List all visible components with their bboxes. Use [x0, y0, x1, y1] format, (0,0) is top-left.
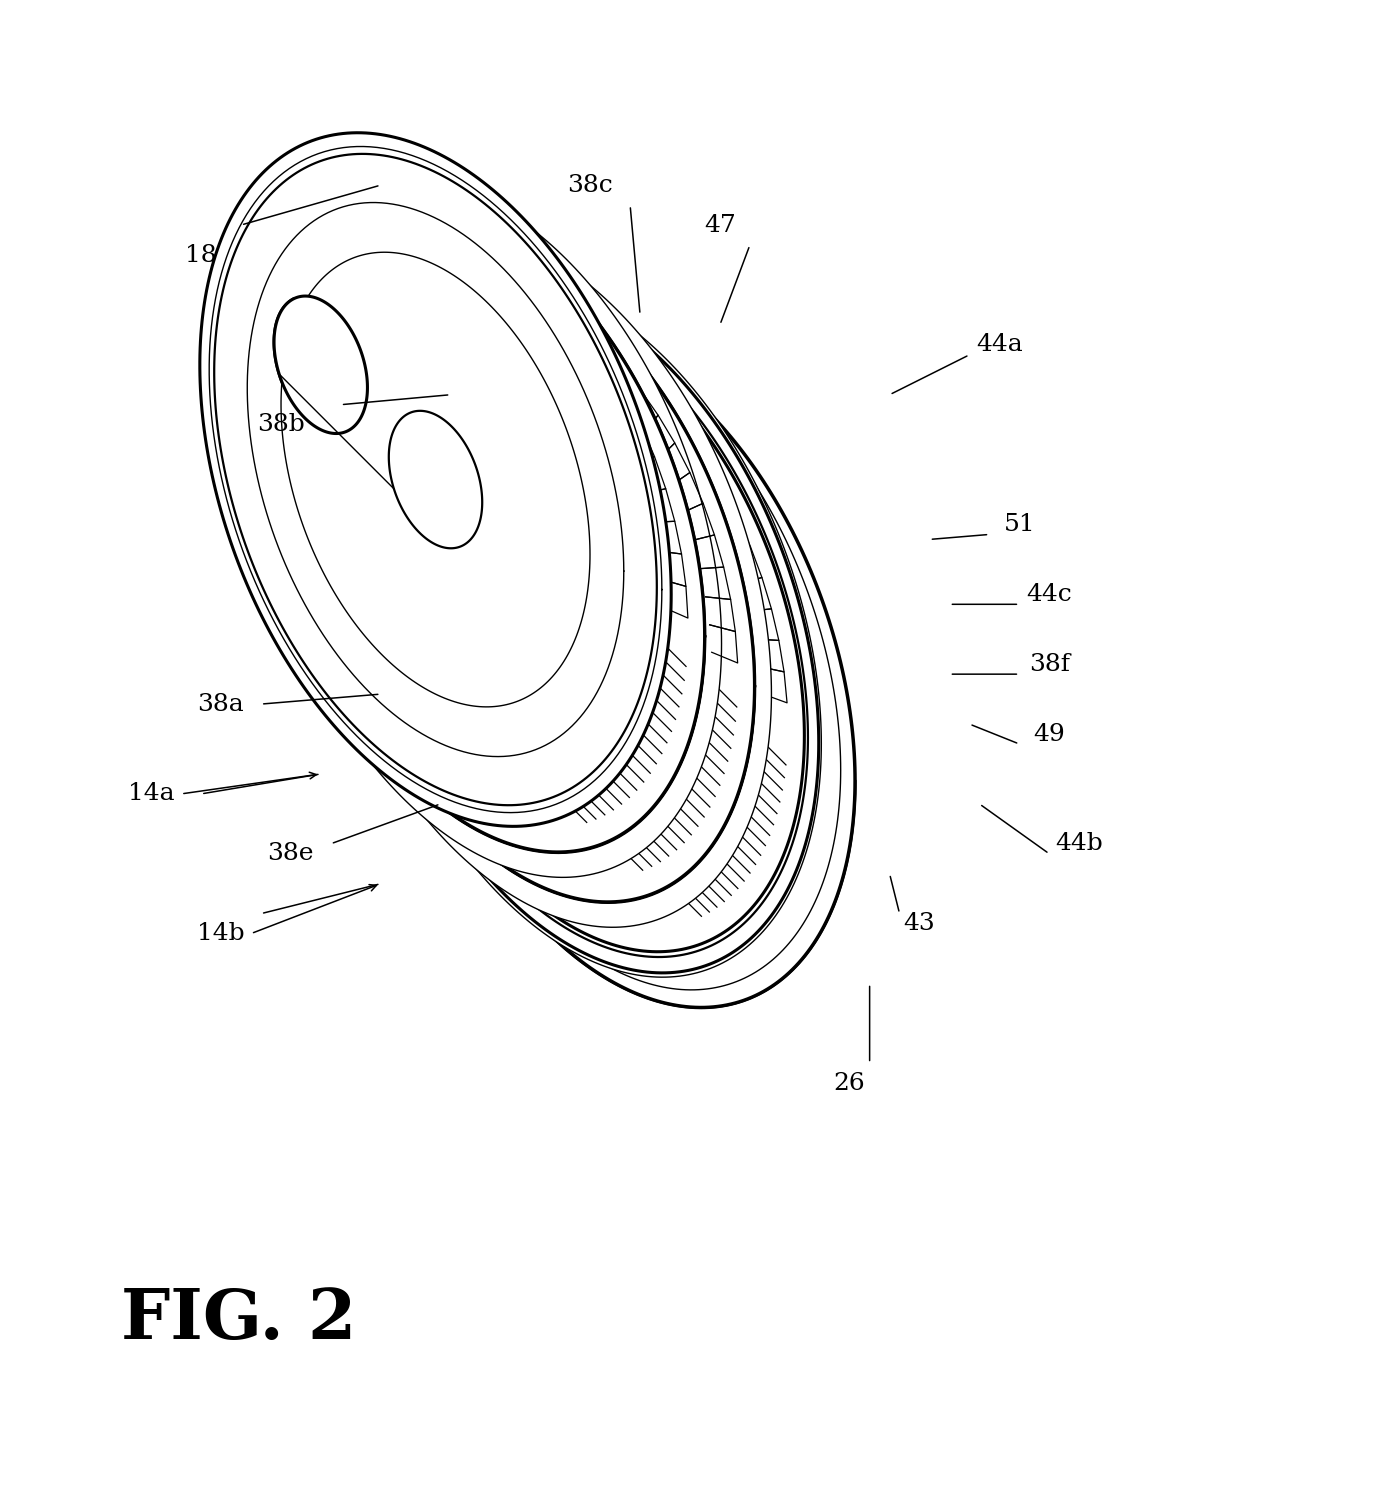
Polygon shape — [281, 253, 590, 707]
Polygon shape — [355, 517, 854, 1008]
Polygon shape — [395, 334, 841, 990]
Polygon shape — [316, 257, 754, 902]
Polygon shape — [216, 373, 705, 851]
Polygon shape — [292, 409, 629, 741]
Text: 38f: 38f — [1029, 653, 1069, 675]
Text: 14a: 14a — [128, 782, 175, 806]
Polygon shape — [341, 460, 678, 791]
Polygon shape — [297, 230, 772, 928]
Polygon shape — [274, 296, 367, 433]
Polygon shape — [267, 208, 705, 851]
Polygon shape — [347, 280, 821, 978]
Polygon shape — [274, 299, 480, 549]
Text: 18: 18 — [186, 244, 217, 266]
Polygon shape — [564, 579, 687, 760]
Polygon shape — [202, 135, 669, 823]
Polygon shape — [341, 281, 779, 926]
Polygon shape — [248, 179, 721, 877]
Polygon shape — [216, 156, 655, 802]
Text: 49: 49 — [1033, 722, 1065, 746]
Polygon shape — [566, 606, 819, 890]
Polygon shape — [200, 132, 671, 826]
Polygon shape — [288, 263, 583, 696]
Polygon shape — [556, 587, 614, 672]
Polygon shape — [355, 290, 815, 967]
Polygon shape — [266, 423, 754, 902]
Text: FIG. 2: FIG. 2 — [121, 1286, 356, 1352]
Polygon shape — [338, 278, 782, 929]
Polygon shape — [213, 325, 808, 957]
Polygon shape — [495, 498, 676, 761]
Text: 44c: 44c — [1026, 584, 1072, 606]
Polygon shape — [316, 472, 805, 952]
Text: 38b: 38b — [257, 414, 304, 436]
Polygon shape — [213, 152, 658, 808]
Polygon shape — [389, 411, 482, 549]
Polygon shape — [495, 520, 716, 802]
Polygon shape — [366, 307, 805, 952]
Polygon shape — [395, 373, 676, 785]
Polygon shape — [338, 496, 806, 955]
Polygon shape — [202, 271, 819, 973]
Text: 43: 43 — [904, 911, 936, 935]
Polygon shape — [215, 153, 656, 805]
Text: 14b: 14b — [197, 922, 245, 945]
Text: 44a: 44a — [976, 334, 1022, 356]
Polygon shape — [296, 274, 575, 686]
Polygon shape — [395, 331, 854, 1008]
Text: 38c: 38c — [567, 173, 614, 197]
Polygon shape — [535, 537, 716, 802]
Polygon shape — [345, 323, 626, 735]
Polygon shape — [345, 323, 626, 735]
Polygon shape — [444, 423, 725, 835]
Polygon shape — [267, 208, 705, 851]
Text: 47: 47 — [705, 214, 736, 236]
Polygon shape — [524, 540, 647, 719]
Text: 44b: 44b — [1055, 832, 1104, 856]
Polygon shape — [395, 373, 676, 785]
Polygon shape — [566, 582, 684, 757]
Text: 38e: 38e — [267, 842, 314, 865]
Polygon shape — [316, 257, 754, 902]
Polygon shape — [362, 301, 808, 957]
Polygon shape — [700, 717, 819, 890]
Polygon shape — [352, 286, 819, 973]
Text: 51: 51 — [1003, 513, 1035, 535]
Text: 26: 26 — [834, 1072, 866, 1095]
Polygon shape — [596, 627, 654, 711]
Text: 38a: 38a — [198, 693, 245, 716]
